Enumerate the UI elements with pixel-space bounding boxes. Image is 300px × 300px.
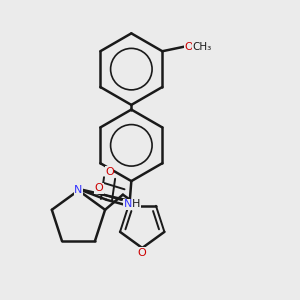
Text: O: O xyxy=(185,42,194,52)
Text: O: O xyxy=(105,167,114,177)
Text: H: H xyxy=(132,200,140,209)
Text: O: O xyxy=(138,248,147,258)
Text: O: O xyxy=(94,183,103,194)
Text: N: N xyxy=(124,200,132,209)
Text: N: N xyxy=(74,185,83,195)
Text: CH₃: CH₃ xyxy=(193,42,212,52)
